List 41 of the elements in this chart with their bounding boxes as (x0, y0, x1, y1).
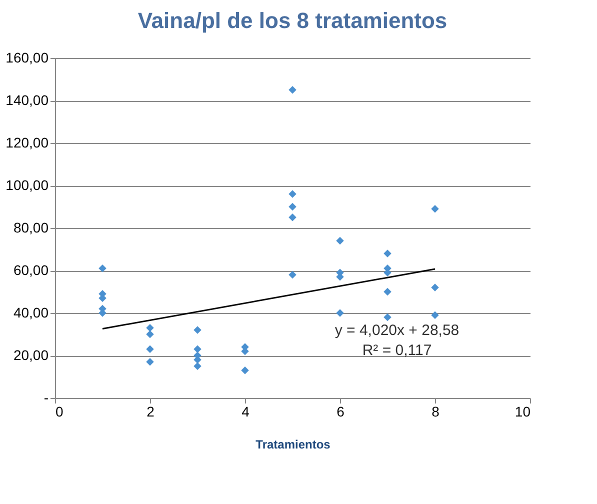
point (288, 270, 296, 279)
y-tick-label: 40,00 (13, 304, 49, 320)
point (194, 326, 202, 334)
y-tick-label: 140,00 (6, 92, 49, 108)
annotation: R² = 0,117 (362, 342, 432, 359)
x-tick-label: 0 (56, 404, 64, 420)
point (384, 288, 392, 296)
point (288, 214, 296, 222)
point (146, 330, 154, 338)
point (431, 284, 439, 292)
y-tick-label: 120,00 (6, 134, 49, 150)
point (288, 190, 296, 198)
point (384, 313, 392, 322)
y-tick-label: 80,00 (13, 220, 49, 236)
x-tick-label: 2 (146, 404, 155, 420)
point (288, 86, 296, 94)
x-tick-label: 4 (242, 404, 250, 420)
point (146, 358, 154, 366)
point (384, 250, 392, 258)
point (336, 309, 344, 317)
x-tick-label: 6 (336, 404, 345, 420)
point (194, 362, 202, 370)
y-tick-label: - (44, 390, 49, 406)
point (288, 202, 296, 211)
chart-title: Vaina/pl de los 8 tratamientos (138, 8, 448, 33)
annotation: y = 4,020x + 28,58 (334, 322, 460, 339)
point (241, 366, 249, 374)
y-tick-label: 100,00 (6, 177, 49, 193)
y-tick-label: 20,00 (13, 347, 49, 363)
point (431, 311, 439, 319)
point (336, 236, 344, 245)
point (431, 205, 439, 213)
point (98, 264, 106, 272)
point (146, 345, 154, 353)
x-axis-title: Tratamientos (256, 438, 331, 452)
point (194, 345, 202, 353)
x-tick-label: 8 (432, 404, 440, 420)
y-tick-label: 160,00 (6, 50, 49, 66)
y-tick-label: 60,00 (13, 262, 49, 278)
x-tick-label: 10 (514, 404, 531, 420)
point (146, 324, 154, 332)
